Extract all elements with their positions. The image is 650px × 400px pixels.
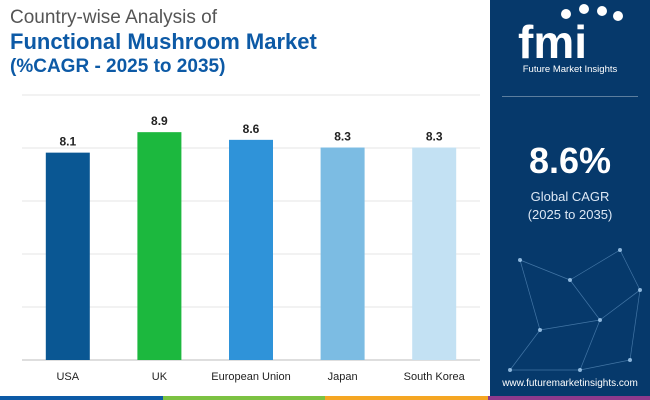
data-label: 8.1 bbox=[59, 135, 76, 149]
title-line-1: Country-wise Analysis of bbox=[10, 7, 217, 28]
logo-dot-icon bbox=[579, 4, 589, 14]
global-cagr-label-line-2: (2025 to 2035) bbox=[527, 207, 613, 222]
bar-chart: 8.1 USA 8.9 UK 8.6 European Union 8.3 Japan 8.3 S… bbox=[22, 94, 480, 383]
title-line-3: (%CAGR - 2025 to 2035) bbox=[10, 56, 226, 77]
bottom-color-bar bbox=[0, 396, 650, 400]
logo-dot-icon bbox=[613, 11, 623, 21]
fmi-logo: fmi bbox=[518, 4, 623, 68]
x-tick-label: European Union bbox=[211, 371, 291, 383]
bar-european-union bbox=[229, 139, 273, 360]
bar-south-korea bbox=[412, 147, 457, 360]
bar-usa bbox=[45, 152, 90, 360]
global-cagr-value: 8.6% bbox=[528, 140, 612, 181]
logo-dot-icon bbox=[561, 9, 571, 19]
bottom-bar-segment bbox=[325, 396, 488, 400]
x-tick-label: UK bbox=[152, 371, 168, 383]
logo-dot-icon bbox=[597, 6, 607, 16]
network-graphic-icon bbox=[508, 248, 642, 372]
global-cagr-label-line-1: Global CAGR bbox=[530, 189, 610, 204]
logo-letters: fmi bbox=[518, 16, 587, 68]
x-tick-label: Japan bbox=[328, 371, 358, 383]
bottom-bar-segment bbox=[487, 396, 650, 400]
data-label: 8.6 bbox=[243, 122, 260, 136]
logo-text: Future Market Insights bbox=[522, 64, 618, 75]
bottom-bar-segment bbox=[162, 396, 325, 400]
bar-japan bbox=[320, 147, 365, 360]
data-label: 8.3 bbox=[334, 130, 351, 144]
chart-title: Country-wise Analysis of Functional Mush… bbox=[10, 6, 480, 78]
data-label: 8.3 bbox=[426, 130, 443, 144]
title-line-2: Functional Mushroom Market bbox=[10, 29, 317, 54]
x-tick-label: South Korea bbox=[404, 371, 466, 383]
x-tick-label: USA bbox=[56, 371, 79, 383]
data-label: 8.9 bbox=[151, 114, 168, 128]
global-cagr-label: Global CAGR (2025 to 2035) bbox=[490, 188, 650, 224]
website-link[interactable]: www.futuremarketinsights.com bbox=[502, 378, 638, 389]
divider bbox=[502, 96, 638, 97]
side-panel: fmi Future Market Insights 8.6% Global C… bbox=[490, 0, 650, 400]
bar-uk bbox=[137, 132, 182, 360]
bottom-bar-segment bbox=[0, 396, 163, 400]
